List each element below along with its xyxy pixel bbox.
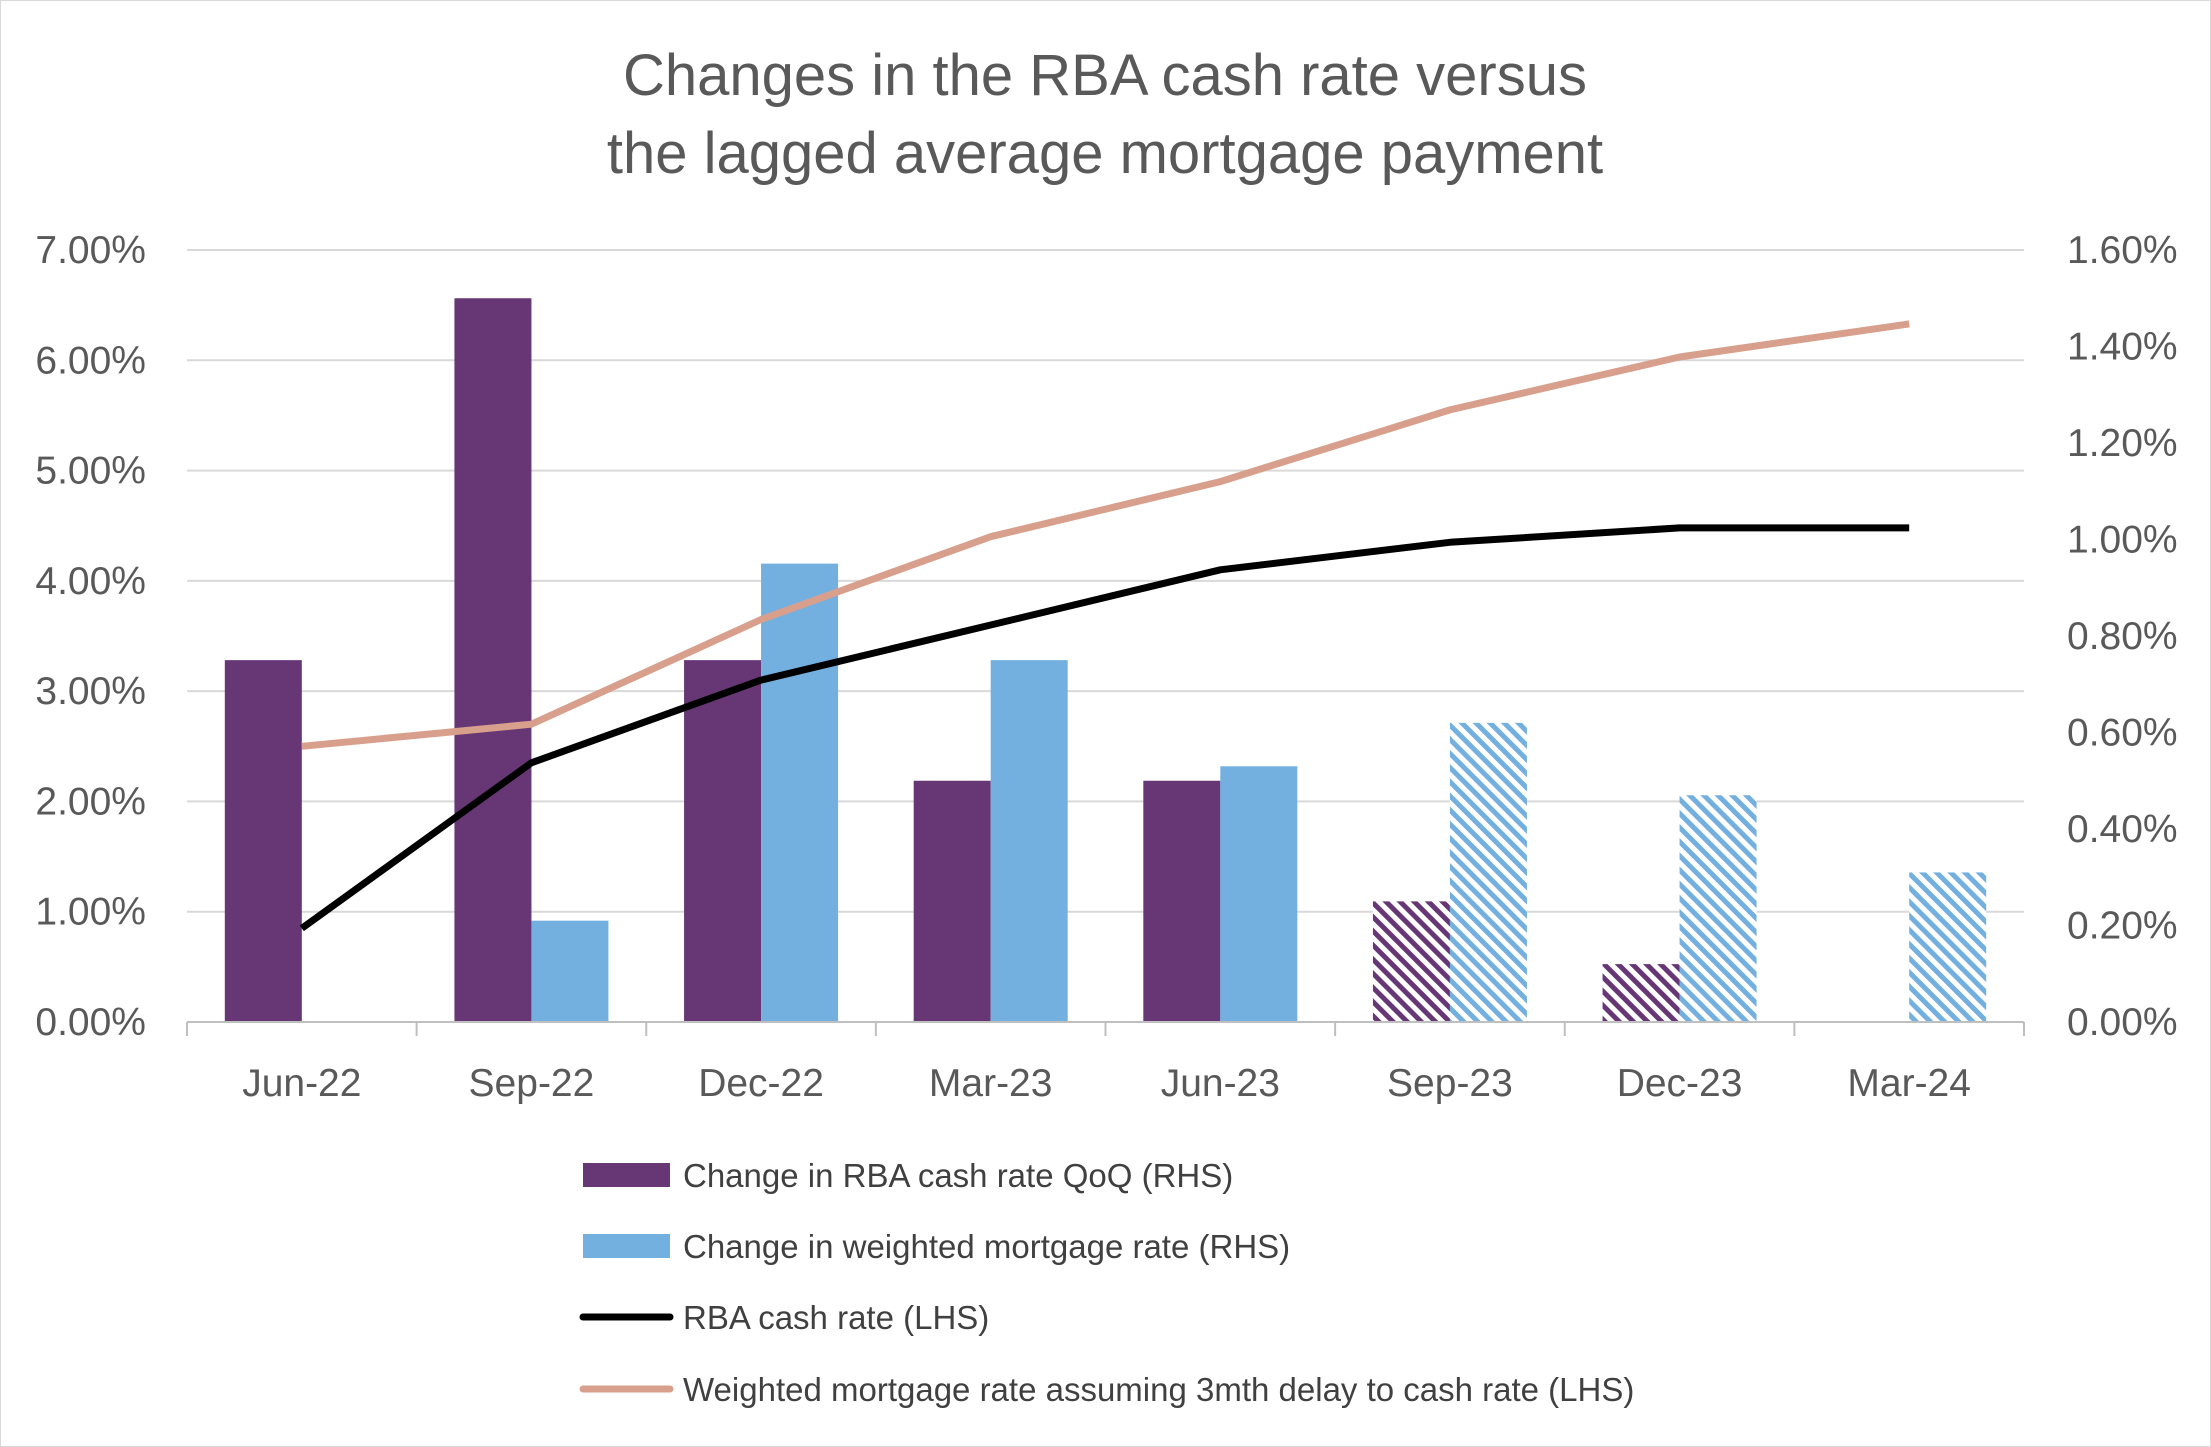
- mortgage-rate-change-bar: [990, 660, 1068, 1022]
- right-axis-tick-label: 0.60%: [2067, 712, 2178, 755]
- x-axis-tick-label: Mar-24: [1847, 1062, 1971, 1105]
- legend-label: Change in weighted mortgage rate (RHS): [683, 1228, 1290, 1265]
- legend-label: Weighted mortgage rate assuming 3mth del…: [683, 1371, 1634, 1408]
- x-axis-tick-label: Jun-22: [242, 1062, 361, 1105]
- left-axis-tick-label: 7.00%: [35, 229, 146, 272]
- cash-rate-change-bar: [454, 298, 532, 1022]
- axes: 0.00% 1.00% 2.00% 3.00% 4.00% 5.00% 6.00% 7.00%…: [35, 229, 2177, 1105]
- right-axis-tick-label: 0.20%: [2067, 905, 2178, 948]
- left-axis-tick-label: 1.00%: [35, 891, 146, 934]
- right-axis-tick-label: 1.60%: [2067, 229, 2178, 272]
- lines: [299, 320, 1910, 932]
- legend: Change in RBA cash rate QoQ (RHS) Change …: [579, 1157, 1634, 1408]
- mortgage-rate-change-bar: [1679, 795, 1757, 1022]
- chart-title-line-1: Changes in the RBA cash rate versus: [623, 43, 1587, 108]
- right-axis-tick-label: 1.20%: [2067, 422, 2178, 465]
- mortgage-rate-change-bar: [761, 563, 839, 1022]
- x-axis-tick-label: Sep-22: [469, 1062, 595, 1105]
- x-axis-tick-label: Jun-23: [1161, 1062, 1280, 1105]
- mortgage-rate-change-bar: [531, 920, 609, 1022]
- left-axis-tick-label: 2.00%: [35, 780, 146, 823]
- cash-rate-change-bar: [1602, 964, 1680, 1022]
- legend-swatch: [583, 1234, 670, 1258]
- right-axis-tick-label: 0.80%: [2067, 615, 2178, 658]
- mortgage-rate-change-bar: [1449, 722, 1527, 1022]
- mortgage-rate-change-bar: [1909, 872, 1987, 1022]
- mortgage-rate-change-bar: [1220, 766, 1298, 1022]
- x-axis-tick-label: Dec-23: [1617, 1062, 1743, 1105]
- x-axis-tick-label: Mar-23: [929, 1062, 1053, 1105]
- cash-rate-change-bar: [1143, 780, 1221, 1022]
- left-axis-tick-label: 6.00%: [35, 339, 146, 382]
- right-axis-tick-label: 1.00%: [2067, 519, 2178, 562]
- weighted-mortgage-rate-line: [301, 320, 1910, 750]
- cash-rate-change-bar: [1372, 901, 1450, 1022]
- left-axis-tick-label: 4.00%: [35, 560, 146, 603]
- right-axis-tick-label: 1.40%: [2067, 326, 2178, 369]
- left-axis-tick-label: 5.00%: [35, 450, 146, 493]
- x-axis-tick-label: Sep-23: [1387, 1062, 1513, 1105]
- x-axis-tick-label: Dec-22: [698, 1062, 824, 1105]
- legend-label: Change in RBA cash rate QoQ (RHS): [683, 1157, 1233, 1194]
- cash-rate-change-bar: [684, 660, 762, 1022]
- cash-rate-change-bar: [913, 780, 991, 1022]
- chart-title-line-2: the lagged average mortgage payment: [607, 121, 1603, 186]
- rba-cash-rate-line: [299, 524, 1910, 932]
- bars: [224, 298, 1987, 1022]
- cash-rate-change-bar: [224, 660, 302, 1022]
- right-axis-tick-label: 0.40%: [2067, 808, 2178, 851]
- legend-label: RBA cash rate (LHS): [683, 1299, 989, 1336]
- legend-swatch: [583, 1163, 670, 1187]
- left-axis-tick-label: 0.00%: [35, 1001, 146, 1044]
- left-axis-tick-label: 3.00%: [35, 670, 146, 713]
- right-axis-tick-label: 0.00%: [2067, 1001, 2178, 1044]
